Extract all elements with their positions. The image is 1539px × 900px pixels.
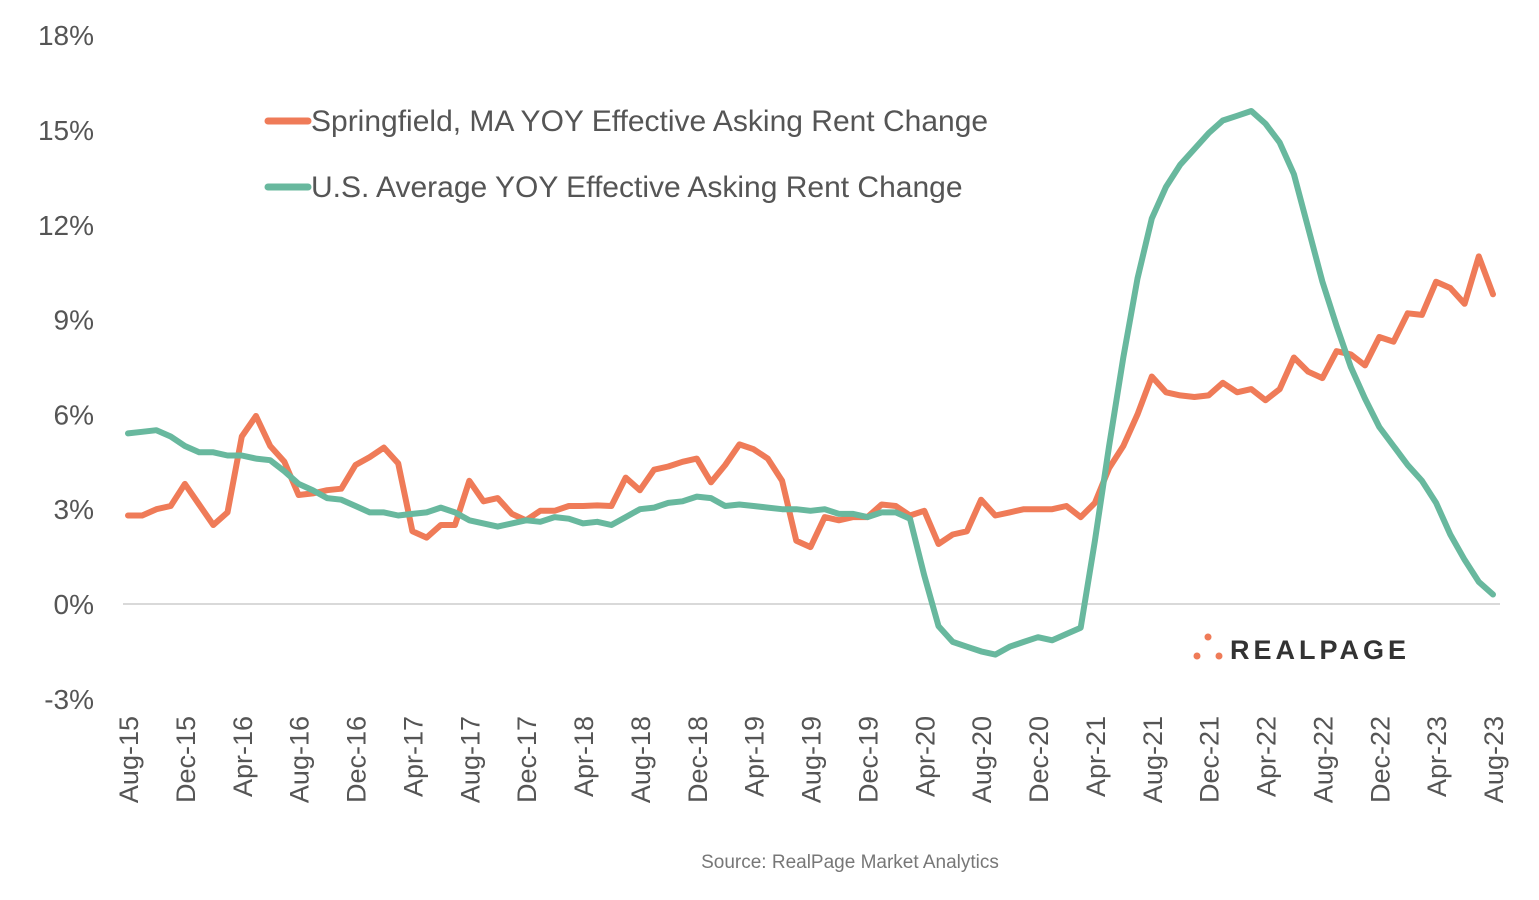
legend-label-springfield: Springfield, MA YOY Effective Asking Ren… — [311, 105, 988, 138]
logo-dot-icon — [1215, 652, 1223, 660]
y-tick-label: 18% — [38, 20, 94, 51]
x-tick-label: Dec-21 — [1195, 716, 1225, 803]
x-tick-label: Aug-20 — [967, 716, 997, 803]
y-tick-label: 3% — [54, 494, 94, 525]
legend-label-us: U.S. Average YOY Effective Asking Rent C… — [311, 171, 963, 204]
x-tick-label: Aug-22 — [1308, 716, 1338, 803]
x-axis: Aug-15 Dec-15 Apr-16 Aug-16 Dec-16 Apr-17 Aug-… — [114, 716, 1509, 803]
x-tick-label: Aug-19 — [797, 716, 827, 803]
realpage-logo: REALPAGE — [1193, 633, 1410, 665]
y-tick-label: -3% — [44, 684, 94, 715]
y-axis: -3% 0% 3% 6% 9% 12% 15% 18% — [38, 20, 94, 715]
x-tick-label: Dec-15 — [171, 716, 201, 803]
logo-dot-icon — [1193, 652, 1201, 660]
source-note: Source: RealPage Market Analytics — [701, 852, 999, 873]
x-tick-label: Aug-16 — [285, 716, 315, 803]
x-tick-label: Aug-21 — [1138, 716, 1168, 803]
series-lines — [125, 108, 1496, 658]
x-tick-label: Aug-17 — [455, 716, 485, 803]
y-tick-label: 6% — [54, 399, 94, 430]
series-line-us-average — [125, 108, 1496, 658]
y-tick-label: 0% — [54, 589, 94, 620]
x-tick-label: Dec-17 — [512, 716, 542, 803]
x-tick-label: Apr-19 — [740, 716, 770, 797]
y-tick-label: 15% — [38, 115, 94, 146]
logo-dot-icon — [1204, 633, 1212, 641]
x-tick-label: Aug-23 — [1479, 716, 1509, 803]
x-tick-label: Apr-21 — [1081, 716, 1111, 797]
x-tick-label: Apr-18 — [569, 716, 599, 797]
y-tick-label: 9% — [54, 305, 94, 336]
x-tick-label: Dec-22 — [1365, 716, 1395, 803]
logo-text: REALPAGE — [1230, 635, 1410, 665]
x-tick-label: Apr-22 — [1252, 716, 1282, 797]
x-tick-label: Dec-16 — [342, 716, 372, 803]
x-tick-label: Apr-20 — [910, 716, 940, 797]
x-tick-label: Aug-18 — [626, 716, 656, 803]
x-tick-label: Apr-16 — [228, 716, 258, 797]
x-tick-label: Dec-18 — [683, 716, 713, 803]
x-tick-label: Dec-19 — [853, 716, 883, 803]
x-tick-label: Dec-20 — [1024, 716, 1054, 803]
y-tick-label: 12% — [38, 210, 94, 241]
series-line-springfield — [125, 253, 1496, 551]
x-tick-label: Aug-15 — [114, 716, 144, 803]
legend: Springfield, MA YOY Effective Asking Ren… — [264, 105, 988, 204]
x-tick-label: Apr-23 — [1422, 716, 1452, 797]
x-tick-label: Apr-17 — [398, 716, 428, 797]
